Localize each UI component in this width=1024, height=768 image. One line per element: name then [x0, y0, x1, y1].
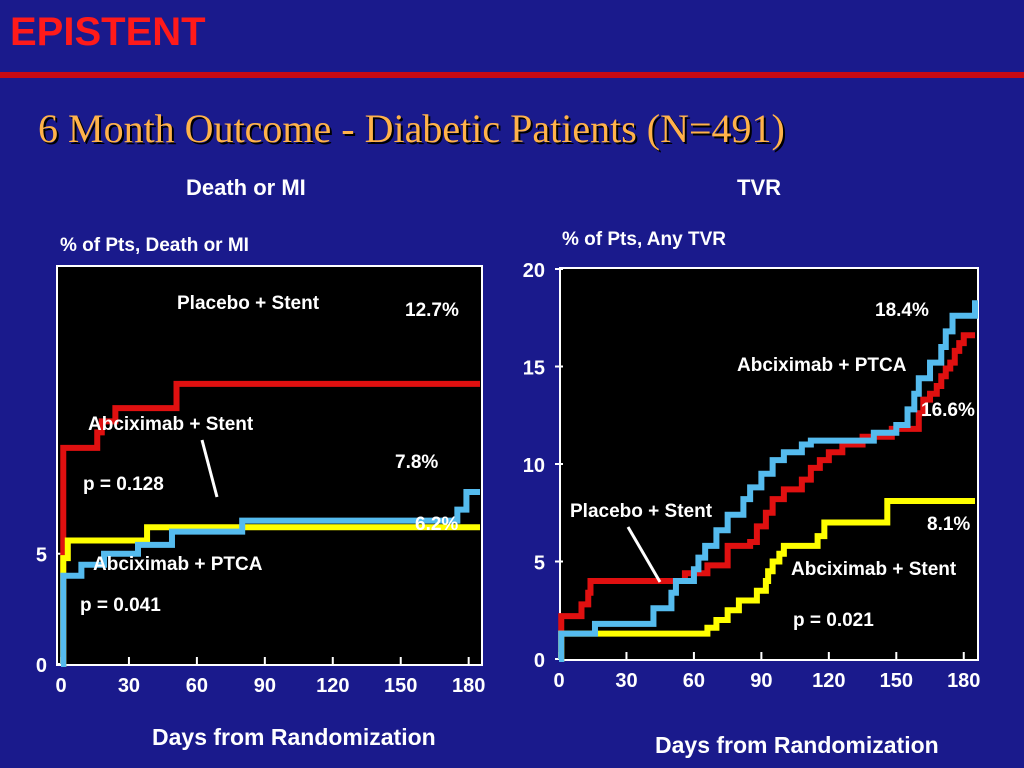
- x-tick-label-death-mi-90: 90: [254, 675, 276, 697]
- y-axis-label-tvr: % of Pts, Any TVR: [562, 229, 726, 250]
- y-tick-label-death-mi-5: 5: [36, 545, 47, 567]
- header-rule: [0, 72, 1024, 78]
- pointer-line-abciximab-stent: [200, 439, 219, 498]
- plot-area-tvr: [559, 267, 979, 661]
- x-tick-label-death-mi-120: 120: [316, 675, 349, 697]
- panel-title-tvr: TVR: [737, 175, 781, 200]
- end-label-abciximab-stent-death-mi: 6.2%: [415, 514, 458, 535]
- pointer-line-placebo-stent: [626, 526, 662, 583]
- legend-abciximab-stent-tvr: Abciximab + Stent: [791, 559, 957, 580]
- legend-abciximab-ptca-tvr: Abciximab + PTCA: [737, 355, 907, 376]
- series-line-tvr-abciximab-ptca: [558, 300, 978, 662]
- x-tick-label-tvr-180: 180: [947, 670, 980, 692]
- legend-abciximab-stent-death-mi: Abciximab + Stent: [88, 414, 254, 435]
- x-tick-label-tvr-60: 60: [683, 670, 705, 692]
- p-value-0041: p = 0.041: [80, 595, 161, 616]
- end-label-abciximab-ptca-tvr: 18.4%: [875, 300, 929, 321]
- x-tick-label-death-mi-150: 150: [384, 675, 417, 697]
- end-label-placebo-stent-death-mi: 12.7%: [405, 300, 459, 321]
- x-tick-label-tvr-120: 120: [812, 670, 845, 692]
- x-tick-label-death-mi-180: 180: [452, 675, 485, 697]
- x-axis-label-death-mi: Days from Randomization: [152, 724, 436, 750]
- y-tick-label-tvr-20: 20: [523, 260, 545, 282]
- y-tick-label-tvr-10: 10: [523, 455, 545, 477]
- y-tick-label-tvr-5: 5: [534, 553, 545, 575]
- x-tick-label-tvr-150: 150: [880, 670, 913, 692]
- y-tick-label-tvr-0: 0: [534, 650, 545, 672]
- end-label-abciximab-stent-tvr: 8.1%: [927, 514, 970, 535]
- legend-placebo-stent-tvr: Placebo + Stent: [570, 501, 713, 522]
- p-value-0021: p = 0.021: [793, 610, 874, 631]
- brand-title: EPISTENT: [10, 10, 206, 54]
- axis-ticks-death-mi: 0 30 60 90 120 150 180 0 5: [36, 545, 485, 697]
- panel-title-death-mi: Death or MI: [186, 175, 306, 200]
- plot-area-death-mi: [56, 265, 483, 666]
- axis-ticks-tvr: 0 30 60 90 120 150 180 0 5 10 15 20: [523, 260, 981, 692]
- y-tick-label-tvr-15: 15: [523, 358, 545, 380]
- x-tick-label-tvr-0: 0: [553, 670, 564, 692]
- end-label-placebo-stent-tvr: 16.6%: [921, 400, 975, 421]
- series-line-tvr-abciximab-stent: [558, 498, 975, 662]
- y-tick-label-death-mi-0: 0: [36, 655, 47, 677]
- x-tick-label-death-mi-0: 0: [55, 675, 66, 697]
- end-label-abciximab-ptca-death-mi: 7.8%: [395, 452, 438, 473]
- series-lines-tvr: [558, 300, 978, 662]
- x-axis-label-tvr: Days from Randomization: [655, 732, 939, 758]
- x-tick-label-death-mi-60: 60: [186, 675, 208, 697]
- p-value-0128: p = 0.128: [83, 474, 164, 495]
- series-line-death-mi-placebo-stent: [60, 380, 480, 667]
- series-lines-death-mi: [60, 380, 480, 667]
- legend-abciximab-ptca-death-mi: Abciximab + PTCA: [93, 554, 263, 575]
- x-tick-label-tvr-30: 30: [615, 670, 637, 692]
- x-tick-label-tvr-90: 90: [750, 670, 772, 692]
- slide-title: 6 Month Outcome - Diabetic Patients (N=4…: [38, 106, 785, 151]
- series-line-death-mi-abciximab-ptca: [60, 488, 480, 667]
- y-axis-label-death-mi: % of Pts, Death or MI: [60, 235, 249, 256]
- x-tick-label-death-mi-30: 30: [118, 675, 140, 697]
- legend-placebo-stent-death-mi: Placebo + Stent: [177, 293, 320, 314]
